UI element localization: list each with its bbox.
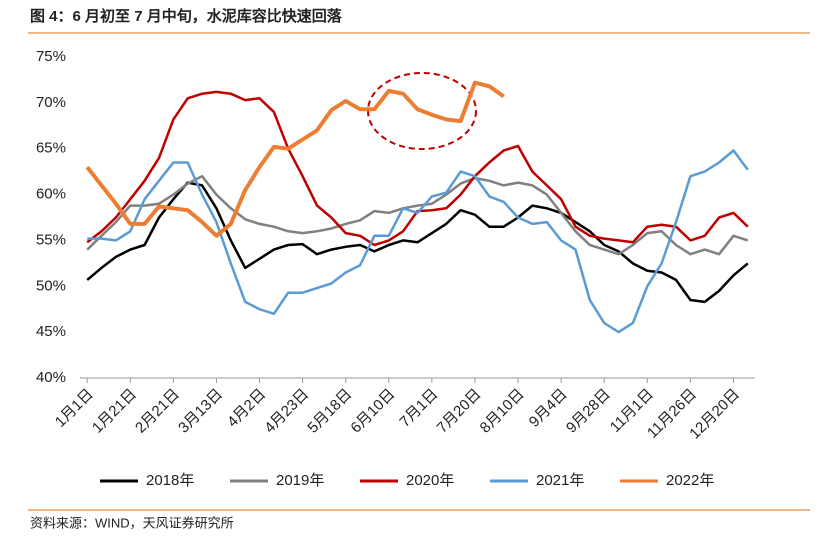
y-tick-label: 40% <box>36 369 66 386</box>
legend-label: 2019年 <box>276 472 324 489</box>
x-tick-label: 9月28日 <box>563 386 614 437</box>
x-tick-label: 4月23日 <box>261 386 312 437</box>
y-tick-label: 75% <box>36 48 66 65</box>
y-tick-label: 65% <box>36 140 66 157</box>
legend-label: 2020年 <box>406 472 454 489</box>
y-tick-label: 55% <box>36 231 66 248</box>
chart-title: 图 4：6 月初至 7 月中旬，水泥库容比快速回落 <box>30 7 343 25</box>
legend-label: 2018年 <box>146 472 194 489</box>
series-line <box>86 174 749 256</box>
legend-label: 2021年 <box>536 472 584 489</box>
y-tick-label: 50% <box>36 277 66 294</box>
x-tick-label: 3月13日 <box>175 386 226 437</box>
y-tick-label: 60% <box>36 186 66 203</box>
legend-label: 2022年 <box>666 472 714 489</box>
series-line <box>85 80 505 238</box>
x-tick-label: 8月10日 <box>477 386 528 437</box>
series-line <box>87 149 749 334</box>
x-tick-label: 2月21日 <box>132 386 183 437</box>
y-tick-label: 70% <box>36 94 66 111</box>
series-line <box>86 90 749 247</box>
y-tick-label: 45% <box>36 323 66 340</box>
source-note: 资料来源：WIND，天风证券研究所 <box>30 515 234 530</box>
x-tick-label: 7月20日 <box>434 386 485 437</box>
x-tick-label: 5月18日 <box>304 386 355 437</box>
x-tick-label: 6月10日 <box>347 386 398 437</box>
x-tick-label: 1月21日 <box>89 386 140 437</box>
